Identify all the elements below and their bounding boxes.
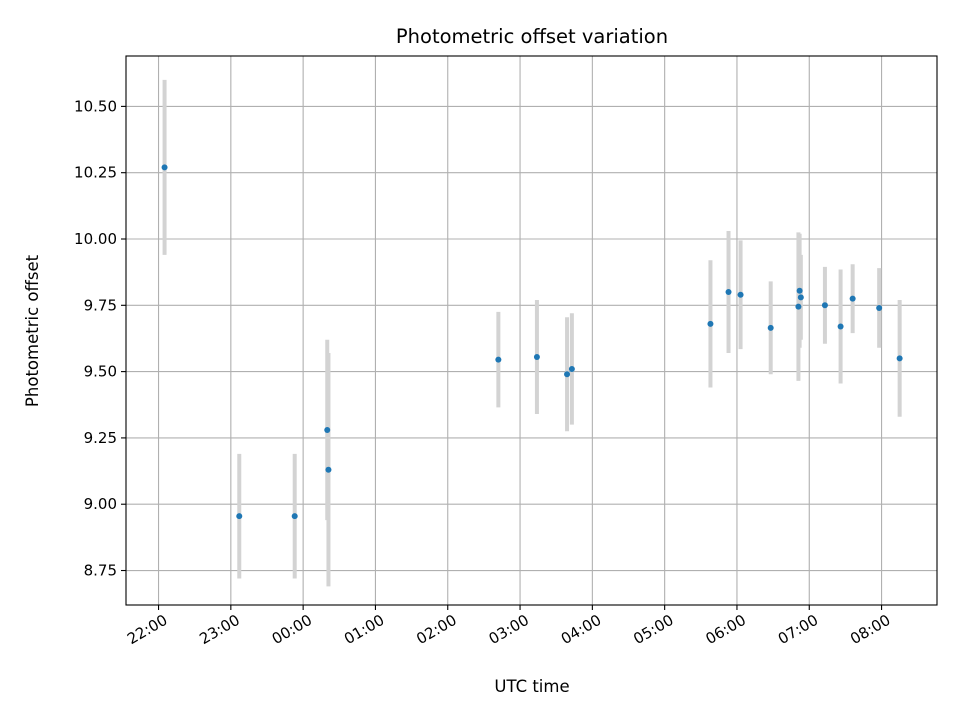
x-axis-label: UTC time bbox=[494, 677, 569, 696]
y-tick-label: 10.00 bbox=[74, 230, 117, 248]
y-tick-label: 8.75 bbox=[84, 562, 117, 580]
y-tick-label: 9.00 bbox=[84, 495, 117, 513]
data-point bbox=[767, 324, 774, 331]
data-point bbox=[849, 295, 856, 302]
data-points bbox=[161, 164, 903, 520]
data-point bbox=[533, 354, 540, 361]
data-point bbox=[821, 302, 828, 309]
data-point bbox=[725, 289, 732, 296]
data-point bbox=[896, 355, 903, 362]
y-axis-ticks: 8.75 9.00 9.25 9.50 9.75 10.00 10.25 10.50 bbox=[74, 97, 126, 580]
y-tick-label: 10.25 bbox=[74, 164, 117, 182]
data-point bbox=[876, 304, 883, 311]
data-point bbox=[795, 303, 802, 310]
data-point bbox=[324, 426, 331, 433]
data-point bbox=[325, 466, 332, 473]
grid-lines bbox=[126, 56, 937, 605]
data-point bbox=[797, 294, 804, 301]
data-point bbox=[236, 513, 243, 520]
data-point bbox=[796, 287, 803, 294]
data-point bbox=[837, 323, 844, 330]
chart-title: Photometric offset variation bbox=[396, 25, 668, 48]
data-point bbox=[564, 371, 571, 378]
data-point bbox=[737, 291, 744, 298]
data-point bbox=[161, 164, 168, 171]
data-point bbox=[707, 320, 714, 327]
plot-area-frame bbox=[125, 55, 938, 606]
y-axis-label: Photometric offset bbox=[23, 254, 42, 407]
data-point bbox=[291, 513, 298, 520]
y-tick-label: 9.25 bbox=[84, 429, 117, 447]
y-tick-label: 10.50 bbox=[74, 97, 117, 115]
y-tick-label: 9.50 bbox=[84, 363, 117, 381]
data-point bbox=[568, 365, 575, 372]
data-point bbox=[495, 356, 502, 363]
y-tick-label: 9.75 bbox=[84, 296, 117, 314]
